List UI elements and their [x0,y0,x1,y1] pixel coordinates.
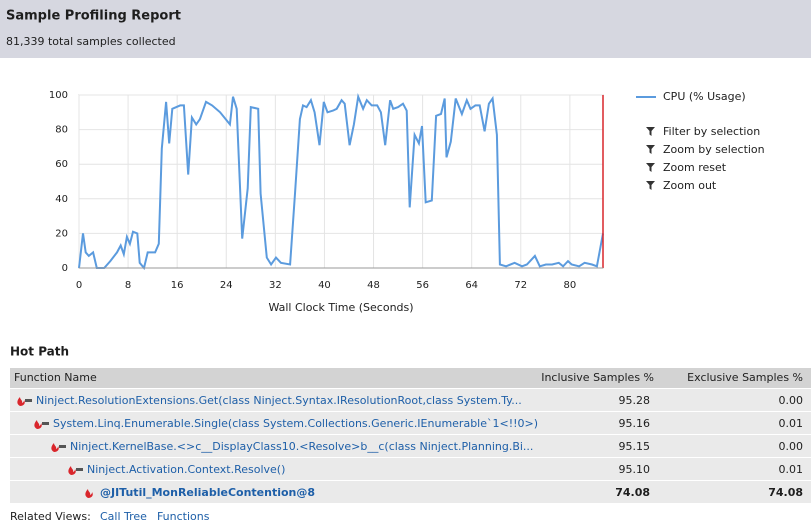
funnel-icon [646,163,655,172]
column-header: Exclusive Samples % [687,371,803,384]
column-header: Inclusive Samples % [541,371,654,384]
sample-percent: 95.16 [619,417,651,430]
call-icon [25,399,32,402]
call-icon [76,468,83,471]
report-title: Sample Profiling Report [6,9,181,24]
tool-link[interactable]: Zoom reset [663,161,727,174]
column-header: Function Name [14,371,97,384]
tool-link[interactable]: Zoom by selection [663,143,765,156]
x-tick-label: 16 [171,280,184,291]
x-tick-label: 8 [125,280,131,291]
hot-icon [34,420,42,429]
sample-percent: 0.01 [779,463,804,476]
sample-percent: 74.08 [615,486,650,499]
call-icon [59,445,66,448]
report-subtitle: 81,339 total samples collected [6,35,176,48]
related-view-link[interactable]: Call Tree [100,510,147,523]
y-tick-label: 100 [49,90,68,101]
x-tick-label: 80 [563,280,576,291]
sample-percent: 95.10 [619,463,651,476]
x-tick-label: 40 [318,280,331,291]
plot-area [78,94,604,269]
funnel-icon [646,181,655,190]
x-tick-label: 72 [514,280,527,291]
call-icon [42,422,49,425]
sample-percent: 0.00 [779,394,804,407]
y-tick-label: 60 [55,159,68,170]
x-tick-label: 56 [416,280,429,291]
related-view-link[interactable]: Functions [157,510,210,523]
x-tick-label: 64 [465,280,478,291]
sample-percent: 95.28 [619,394,651,407]
table-row [10,481,811,503]
related-views-label: Related Views: [10,510,91,523]
funnel-icon [646,145,655,154]
x-tick-label: 0 [76,280,82,291]
x-tick-label: 48 [367,280,380,291]
sample-percent: 0.00 [779,440,804,453]
x-tick-label: 24 [220,280,233,291]
x-axis-label: Wall Clock Time (Seconds) [268,301,413,314]
hot-icon [85,489,93,498]
sample-percent: 95.15 [619,440,651,453]
hot-icon [68,466,76,475]
tool-link[interactable]: Zoom out [663,179,717,192]
function-name[interactable]: Ninject.Activation.Context.Resolve() [87,463,285,476]
tool-link[interactable]: Filter by selection [663,125,760,138]
y-tick-label: 0 [62,263,68,274]
function-name[interactable]: @JITutil_MonReliableContention@8 [100,486,315,499]
cpu-line [78,92,604,271]
y-tick-label: 80 [55,125,68,136]
legend-label: CPU (% Usage) [663,90,746,103]
hot-icon [17,397,25,406]
table-header [10,368,811,388]
table-row [10,412,811,434]
function-name[interactable]: Ninject.ResolutionExtensions.Get(class N… [36,394,522,407]
header-band [0,0,811,58]
table-row [10,389,811,411]
hot-path-title: Hot Path [10,345,69,359]
y-tick-label: 40 [55,194,68,205]
table-row [10,458,811,480]
x-tick-label: 32 [269,280,282,291]
funnel-icon [646,127,655,136]
sample-percent: 0.01 [779,417,804,430]
hot-icon [51,443,59,452]
y-tick-label: 20 [55,228,68,239]
table-row [10,435,811,457]
sample-percent: 74.08 [768,486,803,499]
function-name[interactable]: Ninject.KernelBase.<>c__DisplayClass10.<… [70,440,533,453]
function-name[interactable]: System.Linq.Enumerable.Single(class Syst… [53,417,538,430]
